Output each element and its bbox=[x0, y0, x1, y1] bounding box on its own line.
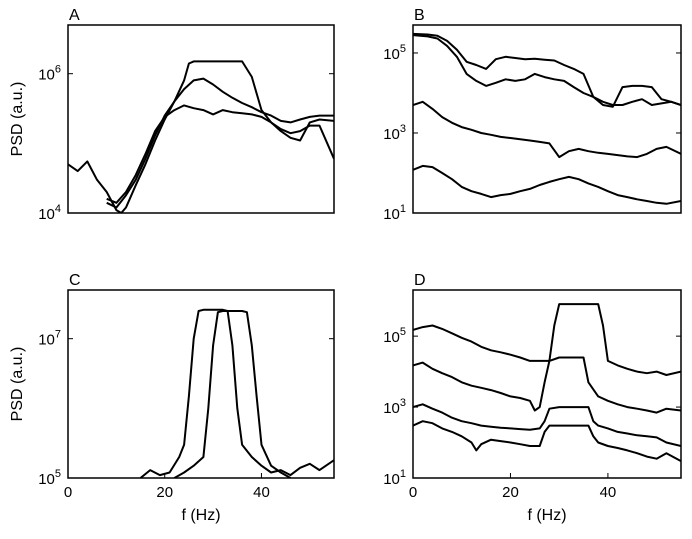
x-tick-label: 40 bbox=[253, 484, 270, 501]
series-line-2 bbox=[413, 356, 681, 414]
series-line-1 bbox=[413, 32, 681, 108]
panel-label: D bbox=[414, 272, 426, 289]
y-tick-label: 103 bbox=[383, 397, 406, 417]
x-tick-label: 0 bbox=[409, 484, 417, 501]
plot-frame bbox=[67, 289, 335, 479]
panel-b: 101 103 105 B bbox=[383, 7, 682, 223]
panel-label: C bbox=[69, 272, 81, 289]
y-axis-label: PSD (a.u.) bbox=[9, 347, 26, 422]
plot-frame bbox=[67, 24, 335, 214]
series-line-1 bbox=[139, 308, 334, 478]
y-tick-label: 105 bbox=[383, 43, 406, 63]
y-tick-label: 107 bbox=[38, 329, 61, 349]
x-tick-label: 20 bbox=[156, 484, 173, 501]
series-line-3 bbox=[106, 104, 334, 204]
panel-label: A bbox=[69, 7, 80, 24]
series-line-1 bbox=[68, 60, 334, 213]
y-tick-label: 105 bbox=[38, 468, 61, 488]
y-tick-label: 104 bbox=[38, 203, 61, 223]
x-tick-label: 20 bbox=[502, 484, 519, 501]
y-tick-label: 105 bbox=[383, 326, 406, 346]
y-tick-label: 101 bbox=[383, 203, 406, 223]
y-tick-label: 106 bbox=[38, 64, 61, 84]
y-tick-label: 103 bbox=[383, 123, 406, 143]
panel-d: 101 103 105 0 20 40 Df (Hz) bbox=[383, 272, 682, 524]
panel-label: B bbox=[414, 7, 425, 24]
panel-c: 105 107 0 20 40 C PSD (a.u.) f (Hz) bbox=[9, 272, 335, 524]
plot-frame bbox=[412, 24, 682, 214]
y-tick-label: 101 bbox=[383, 468, 406, 488]
series-line-2 bbox=[106, 77, 334, 209]
series-line-4 bbox=[413, 164, 681, 205]
series-line-4 bbox=[413, 420, 681, 462]
x-axis-label: f (Hz) bbox=[527, 507, 566, 524]
series-line-3 bbox=[413, 100, 681, 159]
x-tick-label: 40 bbox=[600, 484, 617, 501]
x-axis-label: f (Hz) bbox=[181, 507, 220, 524]
y-axis-label: PSD (a.u.) bbox=[9, 82, 26, 157]
series-line-2 bbox=[413, 34, 681, 106]
panel-a: 104 106 A PSD (a.u.) bbox=[9, 7, 335, 223]
series-line-3 bbox=[413, 403, 681, 447]
series-line-2 bbox=[173, 310, 291, 478]
plot-frame bbox=[412, 289, 682, 479]
x-tick-label: 0 bbox=[64, 484, 72, 501]
series-line-1 bbox=[413, 303, 681, 376]
